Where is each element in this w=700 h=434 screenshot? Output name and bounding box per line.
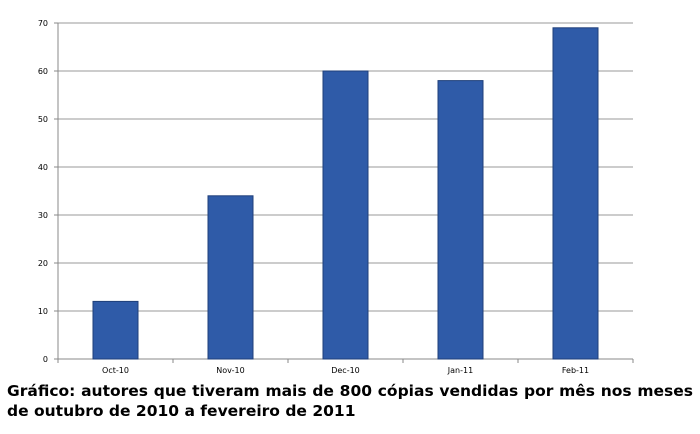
- x-tick-label: Dec-10: [331, 366, 360, 375]
- x-tick-label: Jan-11: [447, 366, 473, 375]
- bar-layer: [92, 27, 599, 360]
- bar-jan-11: [437, 80, 484, 360]
- bar-nov-10: [207, 195, 254, 360]
- x-tick-label: Feb-11: [562, 366, 589, 375]
- y-tick-label: 70: [38, 19, 48, 28]
- bar-chart: 0 10 20 30 40 50 60 70 Oct-10 Nov-10 Dec-10 Jan-11 F…: [38, 19, 634, 375]
- y-tick-label: 40: [38, 163, 48, 172]
- chart-caption: Gráfico: autores que tiveram mais de 800…: [7, 382, 693, 420]
- bar-oct-10: [92, 300, 139, 360]
- y-tick-label: 20: [38, 259, 48, 268]
- bar-dec-10: [322, 70, 369, 360]
- x-tick-label: Oct-10: [102, 366, 129, 375]
- y-tick-label: 30: [38, 211, 48, 220]
- label-layer: 0 10 20 30 40 50 60 70 Oct-10 Nov-10 Dec-10 Jan-11 F…: [38, 19, 589, 375]
- y-tick-label: 60: [38, 67, 48, 76]
- y-tick-label: 10: [38, 307, 48, 316]
- x-tick-label: Nov-10: [216, 366, 244, 375]
- y-tick-label: 0: [43, 355, 48, 364]
- y-tick-label: 50: [38, 115, 48, 124]
- bar-feb-11: [552, 27, 599, 360]
